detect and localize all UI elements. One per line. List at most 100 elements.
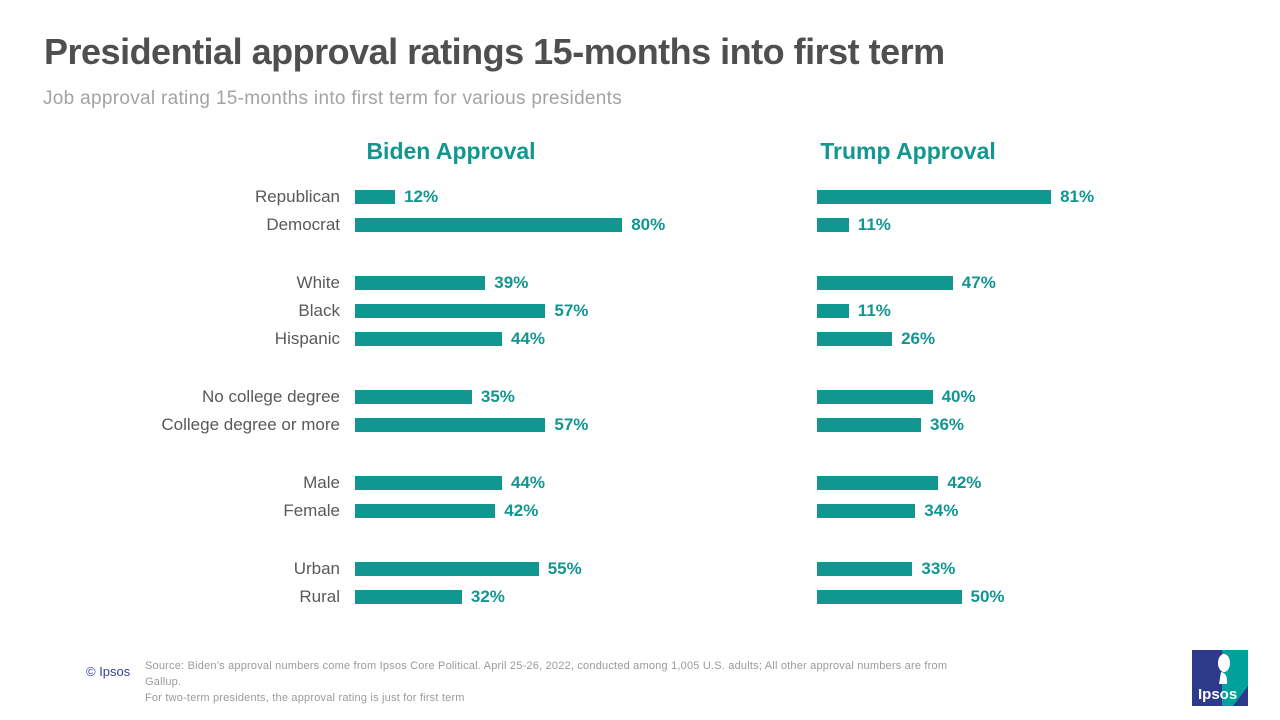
bar-value: 50% (970, 587, 1005, 606)
bar-value: 12% (404, 187, 439, 206)
category-label: College degree or more (161, 415, 340, 434)
bar-value: 57% (554, 415, 589, 434)
bar-value: 36% (930, 415, 965, 434)
bar-value: 11% (857, 215, 891, 234)
category-label: Rural (299, 587, 340, 606)
chart-row: No college degree 35% 40% (44, 383, 1244, 411)
biden-column-header: Biden Approval (366, 138, 536, 164)
chart-group: No college degree 35% 40% College degree or… (44, 383, 1244, 439)
page-title: Presidential approval ratings 15-months … (44, 31, 945, 72)
chart-row: College degree or more 57% 36% (44, 411, 1244, 439)
chart-group: Urban 55% 33% Rural 32% 50% (44, 555, 1244, 611)
bar-value: 42% (504, 501, 539, 520)
trump-bar-cell: 47% (807, 273, 1244, 293)
page-subtitle: Job approval rating 15-months into first… (43, 88, 623, 109)
biden-bar-cell: 35% (340, 387, 807, 407)
category-label: Female (283, 501, 340, 520)
trump-bar-cell: 81% (807, 187, 1244, 207)
chart-group: Male 44% 42% Female 42% 34% (44, 469, 1244, 525)
source-line-1: Source: Biden’s approval numbers come fr… (145, 660, 948, 688)
bar-value: 44% (511, 329, 546, 348)
bar-value: 44% (511, 473, 546, 492)
trump-bar-cell: 34% (807, 501, 1244, 521)
trump-bar (817, 276, 953, 290)
trump-bar-cell: 36% (807, 415, 1244, 435)
category-label: Republican (254, 187, 340, 206)
biden-bar-cell: 12% (340, 187, 807, 207)
bar-value: 34% (924, 501, 959, 520)
bar-value: 57% (554, 301, 589, 320)
bar-value: 55% (547, 559, 582, 578)
chart-row: Hispanic 44% 26% (44, 325, 1244, 353)
chart-row: Urban 55% 33% (44, 555, 1244, 583)
biden-bar (355, 418, 546, 432)
trump-bar-cell: 26% (807, 329, 1244, 349)
biden-bar (355, 332, 502, 346)
bar-value: 26% (901, 329, 936, 348)
biden-bar (355, 218, 623, 232)
biden-bar-cell: 57% (340, 301, 807, 321)
biden-bar-cell: 44% (340, 329, 807, 349)
chart-row: Black 57% 11% (44, 297, 1244, 325)
ipsos-logo: Ipsos (1192, 650, 1248, 706)
biden-bar-cell: 32% (340, 587, 807, 607)
trump-bar (817, 562, 913, 576)
chart-row: White 39% 47% (44, 269, 1244, 297)
chart-group: Republican 12% 81% Democrat 80% 11% (44, 183, 1244, 239)
trump-bar-cell: 33% (807, 559, 1244, 579)
bar-value: 39% (494, 273, 529, 292)
trump-bar (817, 418, 921, 432)
trump-bar (817, 190, 1052, 204)
source-note: Source: Biden’s approval numbers come fr… (145, 658, 955, 706)
biden-bar-cell: 80% (340, 215, 807, 235)
chart-rows: Republican 12% 81% Democrat 80% 11% White 39% 47… (44, 183, 1244, 611)
category-label: Black (298, 301, 340, 320)
trump-bar (817, 218, 849, 232)
copyright-text: © Ipsos (86, 664, 131, 679)
category-label: White (296, 273, 340, 292)
bar-value: 81% (1060, 187, 1095, 206)
biden-bar (355, 476, 502, 490)
trump-bar (817, 476, 939, 490)
bar-value: 35% (480, 387, 515, 406)
trump-bar-cell: 11% (807, 215, 1244, 235)
chart-row: Rural 32% 50% (44, 583, 1244, 611)
category-label: No college degree (202, 387, 340, 406)
trump-bar-cell: 40% (807, 387, 1244, 407)
category-label: Hispanic (274, 329, 340, 348)
bar-value: 11% (857, 301, 891, 320)
biden-bar-cell: 57% (340, 415, 807, 435)
trump-bar (817, 504, 916, 518)
category-label: Male (303, 473, 340, 492)
source-line-2: For two-term presidents, the approval ra… (145, 692, 465, 704)
bar-value: 32% (470, 587, 505, 606)
chart-row: Democrat 80% 11% (44, 211, 1244, 239)
biden-bar (355, 190, 396, 204)
biden-bar (355, 590, 462, 604)
trump-bar (817, 590, 962, 604)
biden-bar (355, 304, 546, 318)
biden-bar-cell: 42% (340, 501, 807, 521)
chart-row: Republican 12% 81% (44, 183, 1244, 211)
chart-row: Male 44% 42% (44, 469, 1244, 497)
category-label: Urban (293, 559, 340, 578)
trump-bar-cell: 42% (807, 473, 1244, 493)
biden-bar-cell: 44% (340, 473, 807, 493)
chart-row: Female 42% 34% (44, 497, 1244, 525)
logo-profile-icon (1219, 672, 1228, 684)
trump-column-header: Trump Approval (820, 138, 996, 164)
category-label: Democrat (266, 215, 340, 234)
trump-bar-cell: 11% (807, 301, 1244, 321)
bar-value: 80% (631, 215, 666, 234)
logo-wordmark: Ipsos (1198, 686, 1237, 703)
bar-value: 33% (921, 559, 956, 578)
biden-bar (355, 276, 486, 290)
biden-bar-cell: 39% (340, 273, 807, 293)
biden-bar (355, 390, 472, 404)
biden-bar-cell: 55% (340, 559, 807, 579)
chart-group: White 39% 47% Black 57% 11% Hispanic 44% 26% (44, 269, 1244, 353)
bar-value: 47% (961, 273, 996, 292)
trump-bar (817, 390, 933, 404)
trump-bar (817, 332, 893, 346)
